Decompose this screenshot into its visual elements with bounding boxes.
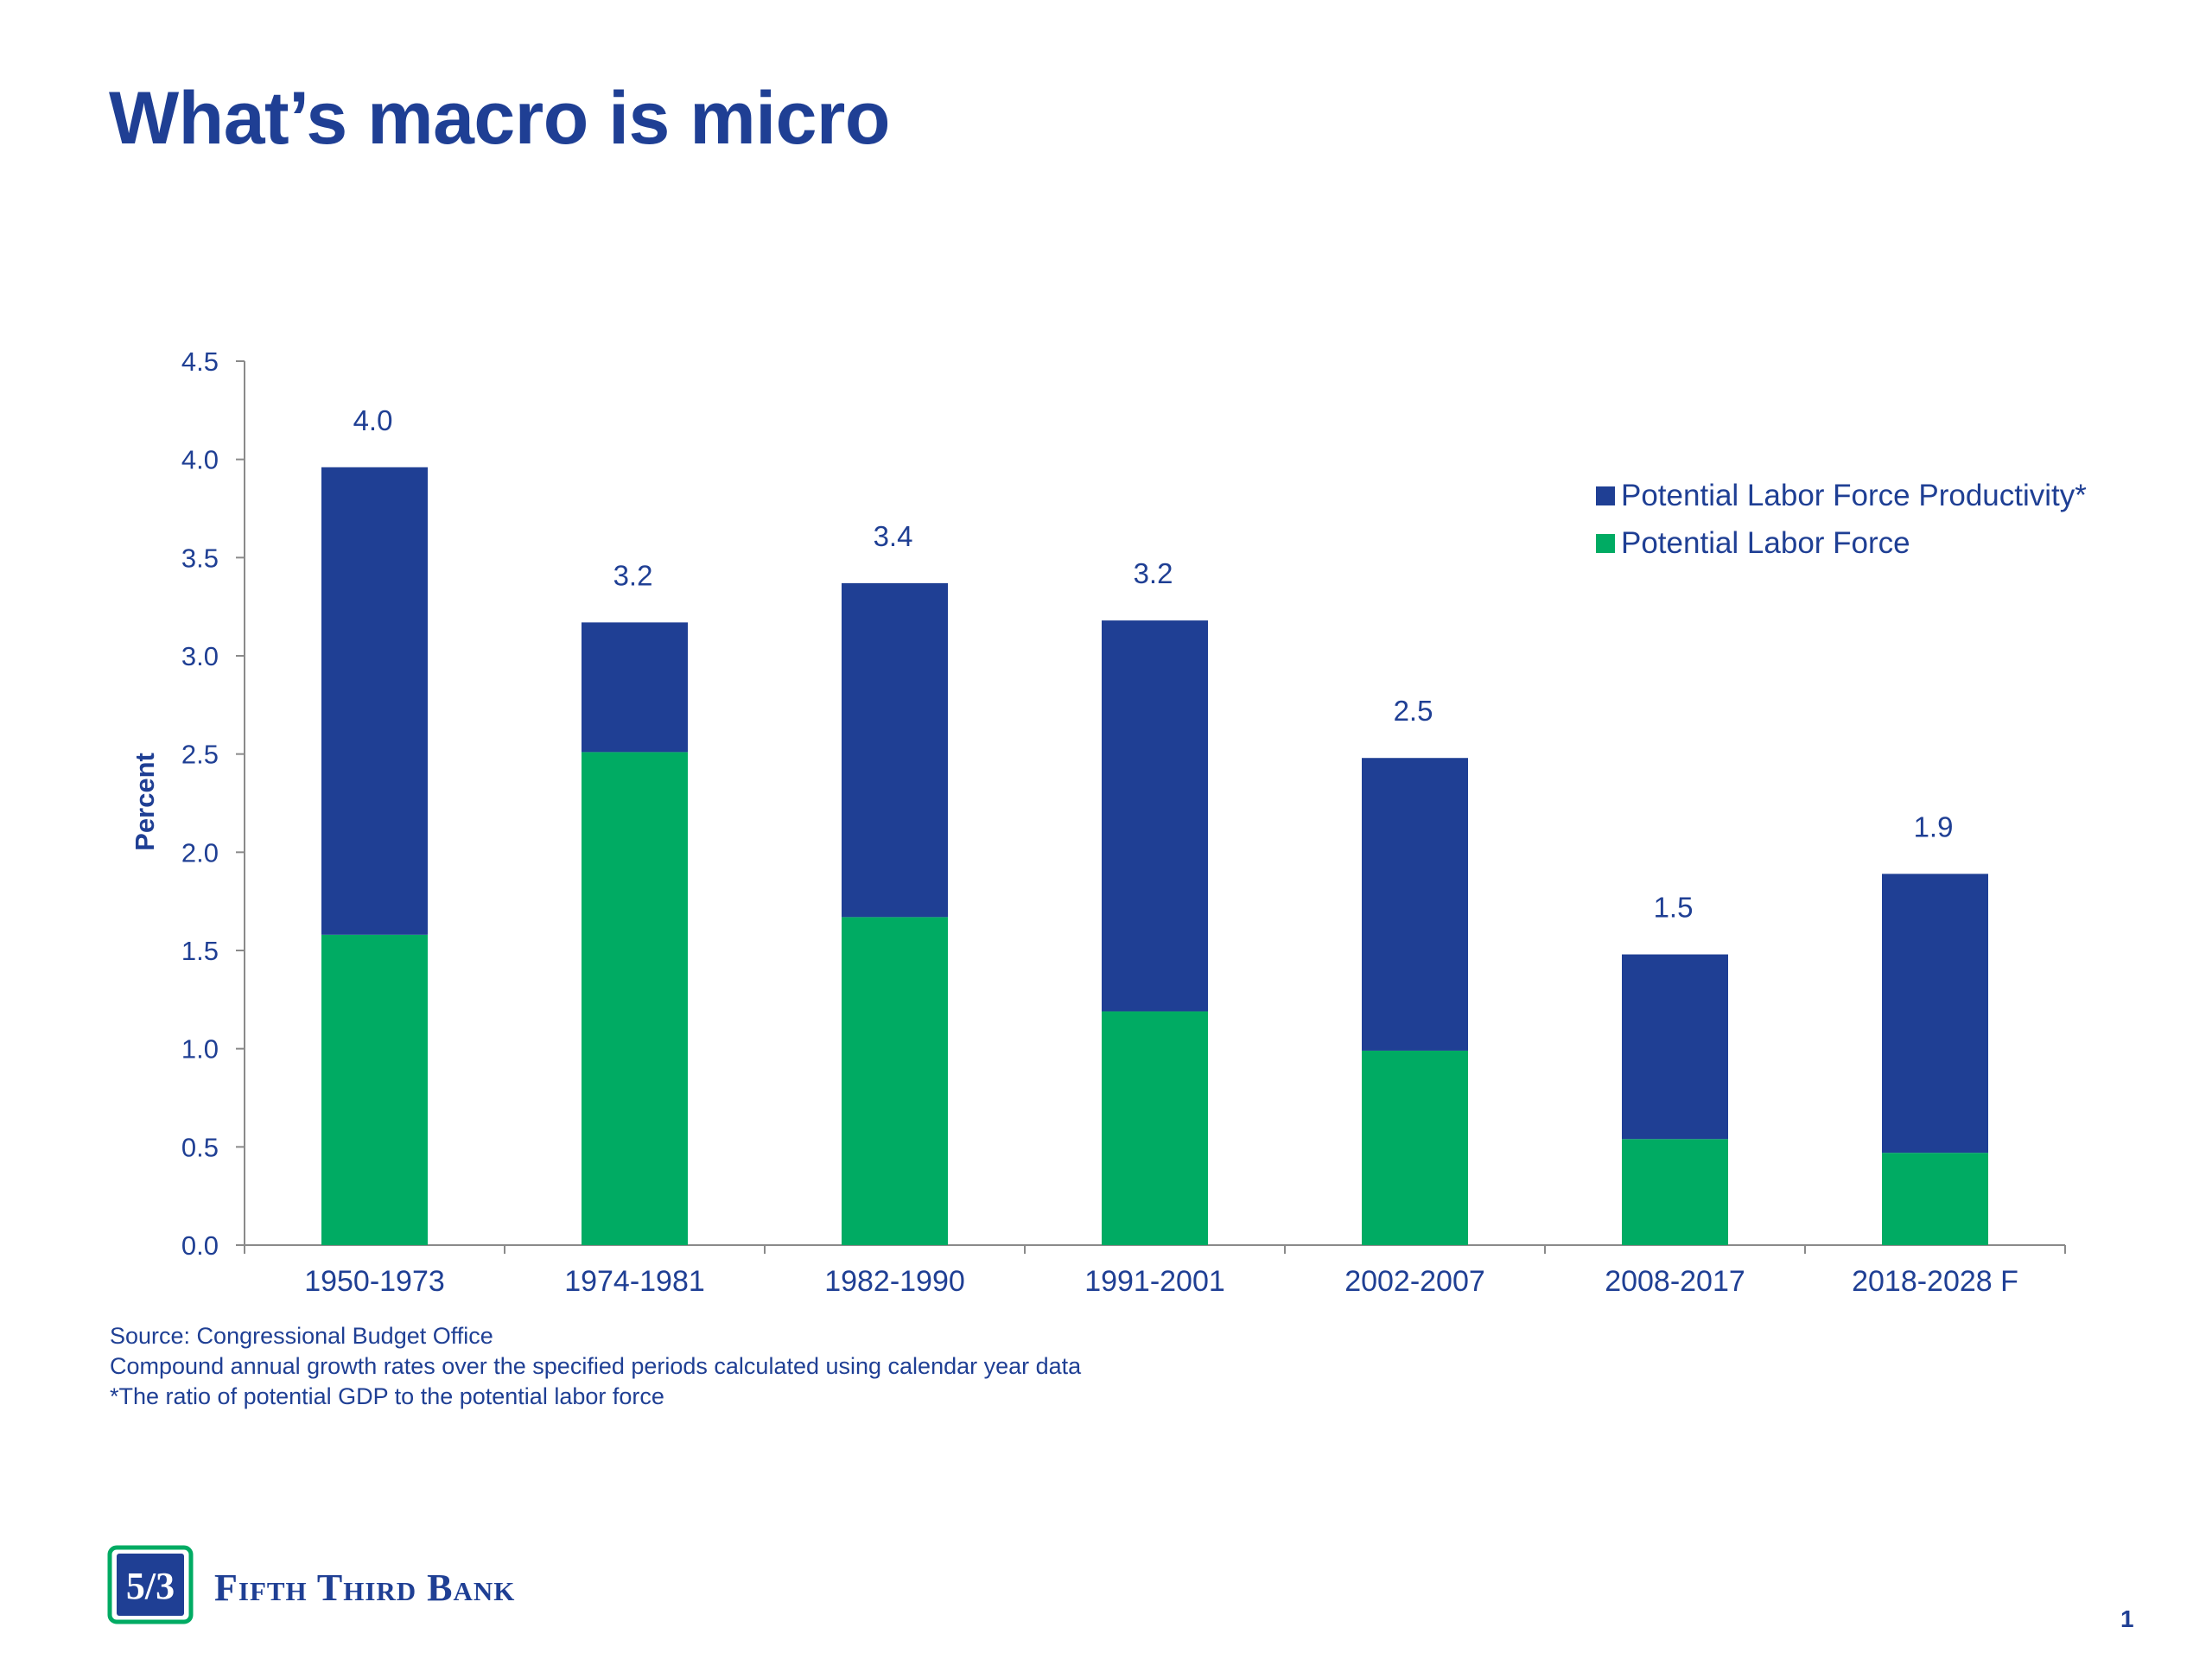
x-tick-label: 2018-2028 F [1852,1265,2018,1298]
y-tick-label: 1.5 [181,936,219,966]
y-tick-label: 3.0 [181,641,219,671]
y-axis-label: Percent [130,753,160,851]
bar-potential-labor-force [842,917,948,1245]
y-tick-label: 4.0 [181,445,219,475]
bar-potential-labor-force-productivity [1882,874,1988,1154]
total-labels: 4.0 3.2 3.4 3.2 2.5 1.5 1.9 [353,404,1954,924]
legend-swatch [1596,534,1615,553]
y-tick-label: 3.5 [181,543,219,573]
total-label: 3.4 [874,520,913,552]
total-label: 4.0 [353,404,393,436]
bar-potential-labor-force-productivity [1622,954,1728,1140]
legend-entry: Potential Labor Force [1621,526,1910,560]
total-label: 3.2 [1134,557,1173,589]
y-tick-label: 4.5 [181,346,219,377]
x-tick-label: 2008-2017 [1605,1265,1745,1298]
bar-potential-labor-force-productivity [1102,620,1208,1012]
logo-mark-text: 5/3 [126,1565,175,1607]
total-label: 1.5 [1654,892,1694,924]
y-axis: 0.0 0.5 1.0 1.5 2.0 2.5 3.0 3.5 4.0 4.5 [181,346,245,1261]
brand-name: Fifth Third Bank [214,1567,516,1609]
bar-potential-labor-force-productivity [321,467,428,935]
method-note: Compound annual growth rates over the sp… [110,1353,1082,1379]
total-label: 1.9 [1914,810,1954,842]
y-tick-label: 1.0 [181,1034,219,1065]
legend-swatch [1596,486,1615,505]
bars [321,467,1988,1245]
bar-potential-labor-force [1882,1153,1988,1245]
x-tick-label: 2002-2007 [1344,1265,1485,1298]
bar-potential-labor-force [1102,1011,1208,1245]
y-tick-label: 2.5 [181,740,219,770]
y-tick-label: 2.0 [181,837,219,868]
page-number: 1 [2120,1605,2134,1632]
bar-potential-labor-force-productivity [842,582,948,918]
chart-notes: Source: Congressional Budget Office Comp… [110,1321,1081,1412]
y-tick-label: 0.0 [181,1230,219,1261]
footnote: *The ratio of potential GDP to the poten… [110,1383,664,1409]
x-tick-label: 1974-1981 [564,1265,705,1298]
source-note: Source: Congressional Budget Office [110,1323,493,1349]
total-label: 3.2 [613,559,653,591]
fifth-third-logo-icon: 5/3 [107,1545,194,1624]
y-tick-label: 0.5 [181,1132,219,1162]
bar-potential-labor-force-productivity [582,622,688,753]
total-label: 2.5 [1394,695,1433,727]
legend-entry: Potential Labor Force Productivity* [1621,479,2087,512]
x-tick-label: 1950-1973 [304,1265,445,1298]
bar-potential-labor-force [1362,1050,1468,1245]
x-tick-label: 1982-1990 [824,1265,965,1298]
legend: Potential Labor Force Productivity* Poten… [1596,479,2087,560]
bar-potential-labor-force [582,752,688,1245]
bar-potential-labor-force [1622,1139,1728,1245]
bar-potential-labor-force [321,934,428,1245]
x-tick-label: 1991-2001 [1084,1265,1225,1298]
bar-potential-labor-force-productivity [1362,758,1468,1051]
x-axis: 1950-1973 1974-1981 1982-1990 1991-2001 2002… [244,1244,2066,1298]
page-title: What’s macro is micro [109,77,890,160]
